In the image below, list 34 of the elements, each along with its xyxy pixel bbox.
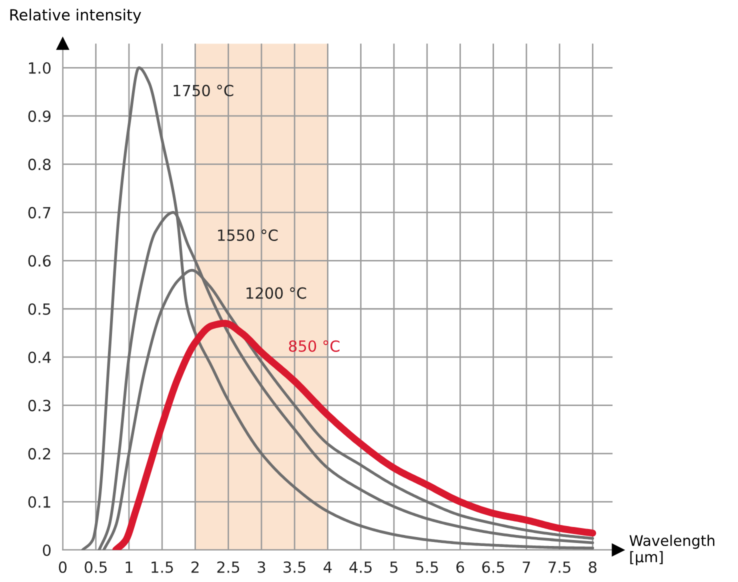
x-tick-label: 7	[522, 562, 530, 573]
x-tick-label: 0.5	[84, 561, 107, 573]
y-axis-title: Relative intensity	[10, 8, 142, 24]
x-tick-label: 6	[456, 561, 464, 573]
x-tick-label: 3	[258, 561, 266, 573]
x-tick-label: 3.5	[284, 561, 306, 573]
x-tick-label: 4	[324, 562, 332, 573]
series-label: 850 °C	[288, 340, 340, 352]
y-tick-label: 0.1	[28, 496, 50, 508]
y-tick-label: 0.6	[28, 255, 51, 267]
x-tick-label: 7.5	[548, 562, 570, 573]
x-axis-title: Wavelength [µm]	[630, 534, 714, 566]
y-tick-label: 0.9	[28, 110, 51, 122]
x-tick-label: 2	[191, 561, 199, 573]
x-tick-label: 4.5	[349, 562, 372, 573]
x-tick-label: 2.5	[217, 561, 240, 573]
series-label: 1550 °C	[218, 229, 278, 241]
series-label: 1750 °C	[174, 84, 234, 96]
x-tick-label: 1.5	[152, 562, 173, 573]
y-tick-label: 0.2	[28, 448, 50, 460]
x-tick-label: 5.5	[416, 562, 438, 573]
y-tick-label: 0.8	[28, 158, 51, 170]
y-tick-label: 0.3	[28, 400, 50, 412]
x-tick-label: 0	[58, 561, 67, 573]
y-tick-label: 0.7	[28, 206, 50, 218]
x-tick-label: 8	[588, 561, 596, 573]
y-tick-label: 1.0	[29, 62, 51, 74]
x-tick-label: 6.5	[482, 561, 504, 573]
series-label: 1200 °C	[246, 287, 306, 299]
y-tick-label: 0.5	[28, 303, 50, 315]
x-tick-label: 1	[126, 562, 132, 573]
x-tick-label: 5	[390, 562, 398, 573]
y-tick-label: 0.4	[28, 352, 51, 364]
y-tick-label: 0	[42, 544, 51, 556]
